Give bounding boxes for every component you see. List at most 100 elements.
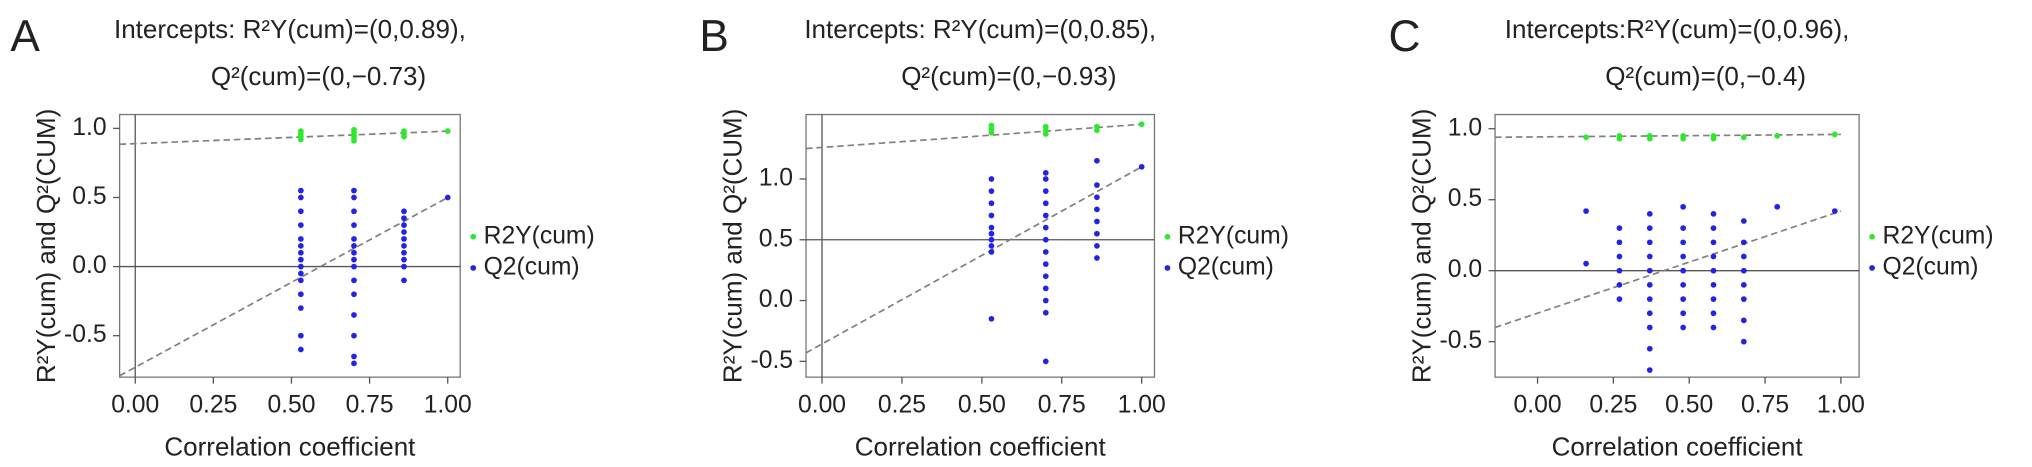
point: [297, 277, 304, 284]
point: [401, 236, 407, 242]
y-tick-label: 0.0: [1448, 256, 1482, 283]
point: [1094, 157, 1100, 164]
point: [1042, 236, 1049, 243]
fit-line: [119, 130, 448, 146]
point: [1646, 367, 1653, 373]
point: [1583, 208, 1589, 214]
point: [1094, 206, 1100, 213]
panel-label: C: [1388, 12, 1420, 61]
point: [1710, 239, 1717, 246]
point: [1583, 134, 1589, 141]
chart-subtitle: Q²(cum)=(0,−0.93): [901, 61, 1116, 91]
x-tick-label: 0.00: [1514, 391, 1562, 418]
point: [1646, 253, 1653, 260]
point: [297, 249, 304, 256]
point: [1774, 132, 1781, 139]
point: [1042, 170, 1049, 176]
point: [1094, 182, 1100, 188]
y-tick-label: 0.5: [1448, 185, 1482, 212]
x-tick-label: 0.00: [111, 391, 159, 418]
point: [1646, 225, 1653, 231]
point: [1042, 297, 1049, 304]
point: [1680, 132, 1687, 139]
panel: A Intercepts: R²Y(cum)=(0,0.89), Q²(cum)=(…: [10, 12, 594, 462]
point: [1616, 239, 1623, 246]
point: [1710, 267, 1717, 274]
point: [401, 242, 407, 249]
point: [401, 277, 407, 284]
chart-subtitle: Q²(cum)=(0,−0.4): [1605, 61, 1806, 91]
point: [1740, 296, 1747, 302]
point: [1646, 211, 1653, 217]
point: [351, 277, 357, 284]
point: [444, 194, 451, 201]
point: [401, 229, 407, 235]
legend-label: R2Y(cum): [1882, 222, 1993, 249]
point: [297, 256, 304, 263]
point: [351, 222, 357, 228]
x-tick-label: 1.00: [1817, 391, 1865, 418]
x-tick-label: 0.75: [1038, 391, 1086, 418]
point: [1042, 224, 1049, 231]
chart-title: Intercepts: R²Y(cum)=(0,0.85),: [804, 14, 1156, 44]
point: [297, 270, 304, 277]
point: [1138, 163, 1145, 170]
panel: B Intercepts: R²Y(cum)=(0,0.85), Q²(cum)=(…: [699, 12, 1289, 462]
point: [1740, 317, 1747, 324]
point: [351, 249, 357, 256]
panel-label: A: [10, 12, 40, 61]
point: [1646, 239, 1653, 246]
x-tick-label: 0.75: [1741, 391, 1789, 418]
point: [1616, 253, 1623, 260]
point: [444, 128, 451, 134]
point: [351, 126, 357, 133]
point: [1042, 200, 1049, 207]
point: [1042, 212, 1049, 219]
point: [1646, 267, 1653, 274]
x-tick-label: 1.00: [424, 391, 472, 418]
point: [988, 212, 995, 219]
fit-line: [119, 196, 449, 377]
point: [1094, 123, 1100, 130]
point: [351, 256, 357, 263]
point: [401, 208, 407, 215]
point: [351, 236, 357, 242]
point: [1680, 310, 1687, 317]
fit-line: [1494, 210, 1842, 329]
legend-marker: [1869, 233, 1875, 240]
panel-label: B: [699, 12, 728, 61]
point: [1042, 273, 1049, 280]
x-axis-title: Correlation coefficient: [164, 432, 416, 462]
point: [1616, 282, 1623, 288]
point: [351, 312, 357, 318]
point: [1680, 324, 1687, 331]
point: [401, 215, 407, 222]
point: [988, 176, 995, 182]
point: [1616, 296, 1623, 302]
point: [1646, 310, 1653, 317]
x-tick-label: 0.00: [798, 391, 846, 418]
x-axis-title: Correlation coefficient: [1552, 432, 1804, 462]
x-tick-label: 0.50: [1665, 391, 1713, 418]
point: [297, 332, 304, 339]
y-tick-label: 1.0: [72, 114, 106, 141]
legend-marker: [1164, 265, 1171, 271]
point: [351, 263, 357, 270]
point: [1042, 123, 1049, 130]
y-tick-label: -0.5: [64, 321, 107, 348]
point: [1740, 253, 1747, 260]
legend-marker: [1869, 265, 1875, 271]
legend-label: R2Y(cum): [484, 222, 595, 249]
point: [1831, 208, 1838, 214]
point: [1646, 132, 1653, 139]
y-tick-label: -0.5: [750, 347, 793, 374]
y-tick-label: 0.0: [759, 286, 793, 313]
y-tick-label: 0.5: [759, 225, 793, 252]
point: [1042, 285, 1049, 292]
point: [297, 263, 304, 270]
y-axis-title: R²Y(cum) and Q²(CUM): [717, 109, 747, 383]
fit-line: [1495, 133, 1841, 139]
point: [1740, 338, 1747, 345]
chart-title: Intercepts: R²Y(cum)=(0,0.89),: [114, 14, 466, 44]
point: [351, 194, 357, 201]
